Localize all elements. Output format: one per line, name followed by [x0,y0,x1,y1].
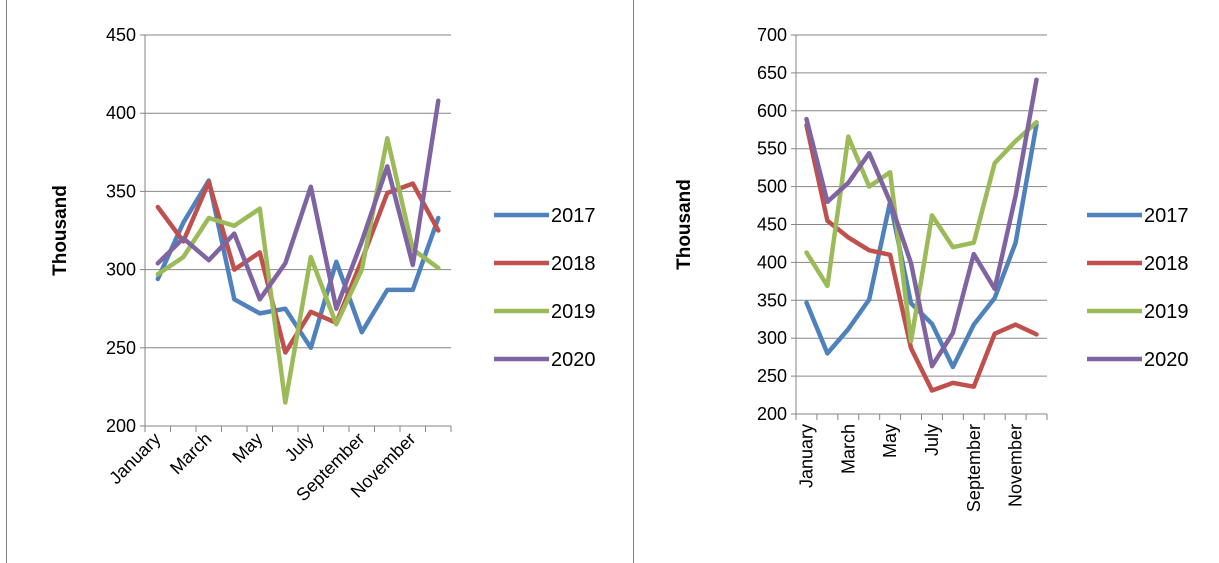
legend-label: 2020 [1144,349,1189,371]
y-tick-label: 300 [757,328,787,348]
y-tick-label: 450 [757,215,787,235]
series-line-2020 [804,77,1039,369]
series-line-2019 [804,119,1039,344]
series-line-2019 [155,135,441,405]
legend-label: 2017 [551,205,596,227]
y-tick-label: 350 [106,181,136,201]
legend-label: 2018 [1144,253,1189,275]
legend-label: 2019 [551,301,596,323]
x-tick-label: March [838,424,858,474]
legend-label: 2017 [1144,205,1189,227]
y-tick-label: 650 [757,63,787,83]
y-tick-label: 450 [106,25,136,45]
y-axis-title: Thousand [674,179,695,270]
y-tick-label: 700 [757,25,787,45]
chart-right: 200 250 300 350 400 450 500 550 600 650 700 January… [674,25,1189,512]
y-tick-label: 350 [757,290,787,310]
x-tick-label: May [880,424,900,458]
y-tick-label: 200 [106,416,136,436]
legend-label: 2018 [551,253,596,275]
y-tick-label: 500 [757,177,787,197]
y-tick-label: 200 [757,404,787,424]
y-tick-label: 250 [757,366,787,386]
x-tick-label: March [166,429,216,479]
y-tick-label: 550 [757,139,787,159]
legend-label: 2020 [551,349,596,371]
y-tick-label: 250 [106,338,136,358]
x-tick-label: July [281,429,318,466]
series-line-2020 [155,98,441,311]
x-tick-label: September [964,424,984,512]
y-tick-label: 300 [106,260,136,280]
x-tick-label: January [796,424,816,488]
legend-label: 2019 [1144,301,1189,323]
x-tick-label: January [105,429,164,488]
y-tick-label: 600 [757,101,787,121]
x-tick-label: May [228,429,266,467]
y-tick-label: 400 [106,103,136,123]
series-line-2018 [804,122,1039,393]
x-tick-label: July [922,424,942,456]
y-axis-title: Thousand [50,185,71,276]
y-tick-label: 400 [757,252,787,272]
x-tick-label: November [1006,424,1026,507]
